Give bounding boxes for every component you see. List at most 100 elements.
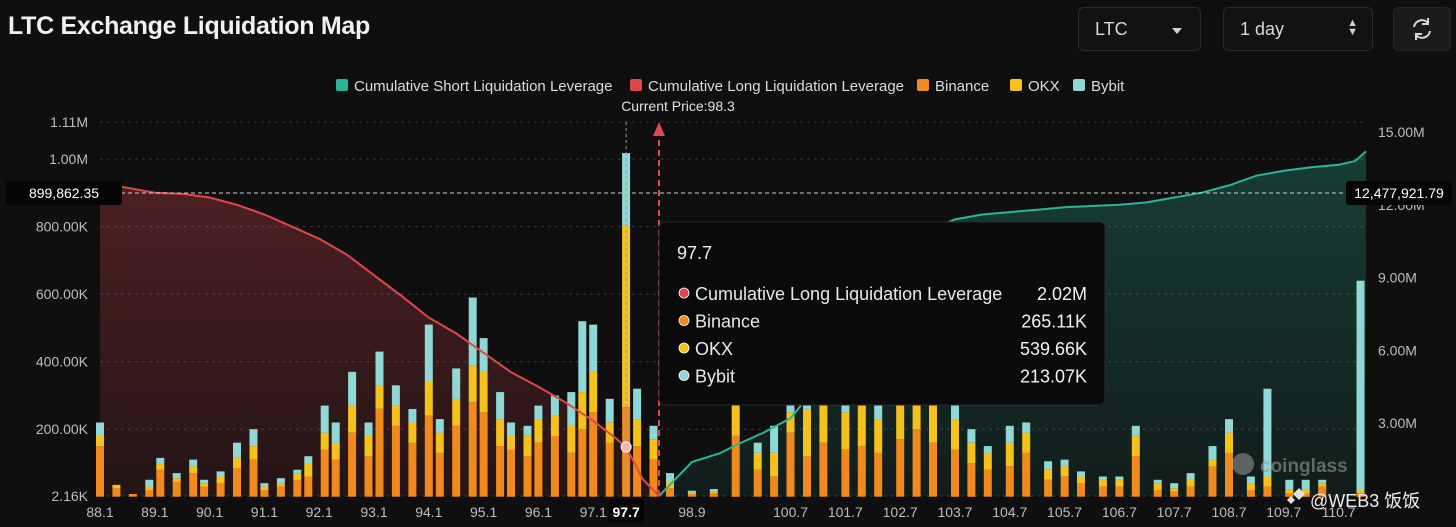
bar-bybit bbox=[567, 392, 576, 426]
tooltip-label-bybit: Bybit bbox=[695, 367, 735, 387]
bar-binance bbox=[1044, 479, 1053, 497]
bar-okx bbox=[578, 392, 587, 430]
bar-binance bbox=[1005, 466, 1014, 497]
bar-binance bbox=[786, 432, 795, 497]
bar-binance bbox=[550, 436, 559, 497]
bar-bybit bbox=[145, 479, 154, 487]
bar-binance bbox=[112, 488, 121, 497]
range-select[interactable]: 1 day ▲ ▼ bbox=[1223, 7, 1373, 51]
x-tick: 104.7 bbox=[992, 504, 1027, 520]
bar-okx bbox=[200, 483, 209, 487]
bar-bybit bbox=[967, 429, 976, 443]
watermark-logo: coinglass bbox=[1260, 456, 1348, 477]
bar-binance bbox=[912, 429, 921, 497]
bar-binance bbox=[496, 446, 505, 497]
bar-okx bbox=[408, 422, 417, 443]
bar-bybit bbox=[293, 469, 302, 474]
bar-okx bbox=[145, 486, 154, 490]
bar-bybit bbox=[1186, 473, 1195, 480]
bar-okx bbox=[233, 457, 241, 468]
bar-bybit bbox=[276, 478, 285, 484]
watermark: coinglass @WEB3 饭饭 bbox=[1232, 453, 1420, 511]
bar-okx bbox=[96, 436, 104, 447]
tooltip-dot-long bbox=[678, 287, 690, 299]
bar-bybit bbox=[304, 456, 313, 463]
bar-binance bbox=[348, 432, 357, 497]
bar-binance bbox=[249, 459, 258, 497]
watermark-credit: @WEB3 饭饭 bbox=[1310, 491, 1420, 511]
bar-bybit bbox=[578, 321, 587, 393]
bar-okx bbox=[479, 371, 488, 413]
bar-okx bbox=[1318, 483, 1327, 487]
bar-binance bbox=[216, 483, 225, 497]
bar-bybit bbox=[1356, 280, 1365, 490]
bar-okx bbox=[649, 439, 658, 460]
bar-binance bbox=[803, 456, 811, 497]
bar-okx bbox=[216, 476, 225, 484]
bar-okx bbox=[468, 365, 477, 403]
bar-okx bbox=[1246, 483, 1255, 490]
bar-bybit bbox=[1170, 483, 1179, 489]
bar-binance bbox=[1131, 456, 1140, 497]
y-left-tick: 600.00K bbox=[36, 286, 89, 302]
bar-binance bbox=[1225, 452, 1233, 497]
bar-bybit bbox=[200, 479, 209, 484]
bar-bybit bbox=[951, 402, 959, 420]
bar-binance bbox=[951, 449, 959, 497]
bar-binance bbox=[605, 442, 614, 497]
bar-binance bbox=[534, 442, 543, 497]
x-tick: 103.7 bbox=[937, 504, 972, 520]
bar-bybit bbox=[1044, 461, 1053, 470]
bar-binance bbox=[468, 402, 477, 497]
bar-binance bbox=[633, 446, 642, 497]
bar-okx bbox=[1285, 490, 1294, 494]
bar-bybit bbox=[1208, 446, 1217, 460]
bar-bybit bbox=[1005, 425, 1014, 443]
bar-okx bbox=[523, 436, 532, 457]
bar-bybit bbox=[1060, 459, 1069, 467]
bar-binance bbox=[709, 493, 718, 497]
bar-okx bbox=[1115, 479, 1124, 487]
bar-bybit bbox=[709, 489, 718, 492]
bar-okx bbox=[189, 466, 198, 474]
x-tick: 108.7 bbox=[1211, 504, 1246, 520]
bar-binance bbox=[479, 412, 488, 497]
bar-binance bbox=[507, 449, 515, 497]
bar-binance bbox=[666, 488, 674, 497]
x-tick: 88.1 bbox=[86, 504, 113, 520]
bar-okx bbox=[1060, 466, 1069, 477]
coin-select[interactable]: LTC bbox=[1078, 7, 1201, 51]
bar-binance bbox=[967, 463, 976, 497]
long-area bbox=[100, 183, 660, 496]
bar-okx bbox=[496, 419, 505, 447]
bar-binance bbox=[320, 449, 329, 497]
page-title: LTC Exchange Liquidation Map bbox=[8, 12, 370, 40]
bar-bybit bbox=[507, 422, 515, 436]
bar-okx bbox=[687, 492, 696, 494]
legend-swatch bbox=[336, 79, 348, 91]
bar-binance bbox=[375, 409, 384, 497]
x-tick: 107.7 bbox=[1157, 504, 1192, 520]
bar-binance bbox=[929, 442, 937, 497]
bar-binance bbox=[1301, 493, 1310, 497]
bar-okx bbox=[1077, 476, 1085, 484]
bar-okx bbox=[375, 385, 384, 409]
tooltip-value-bybit: 213.07K bbox=[1020, 367, 1087, 387]
bar-okx bbox=[1301, 490, 1310, 494]
bar-bybit bbox=[1301, 479, 1310, 490]
bar-okx bbox=[424, 381, 433, 416]
refresh-button[interactable] bbox=[1393, 7, 1451, 51]
bar-okx bbox=[803, 409, 811, 457]
bar-binance bbox=[1098, 486, 1107, 497]
x-tick: 100.7 bbox=[773, 504, 808, 520]
bar-bybit bbox=[1153, 479, 1162, 484]
bar-okx bbox=[435, 432, 444, 453]
bar-okx bbox=[260, 486, 269, 490]
bar-binance bbox=[1170, 491, 1179, 497]
y-left-tick: 200.00K bbox=[36, 421, 89, 437]
bar-bybit bbox=[408, 409, 417, 423]
legend-swatch bbox=[917, 79, 929, 91]
bar-bybit bbox=[189, 459, 198, 467]
y-left-tick: 400.00K bbox=[36, 354, 89, 370]
